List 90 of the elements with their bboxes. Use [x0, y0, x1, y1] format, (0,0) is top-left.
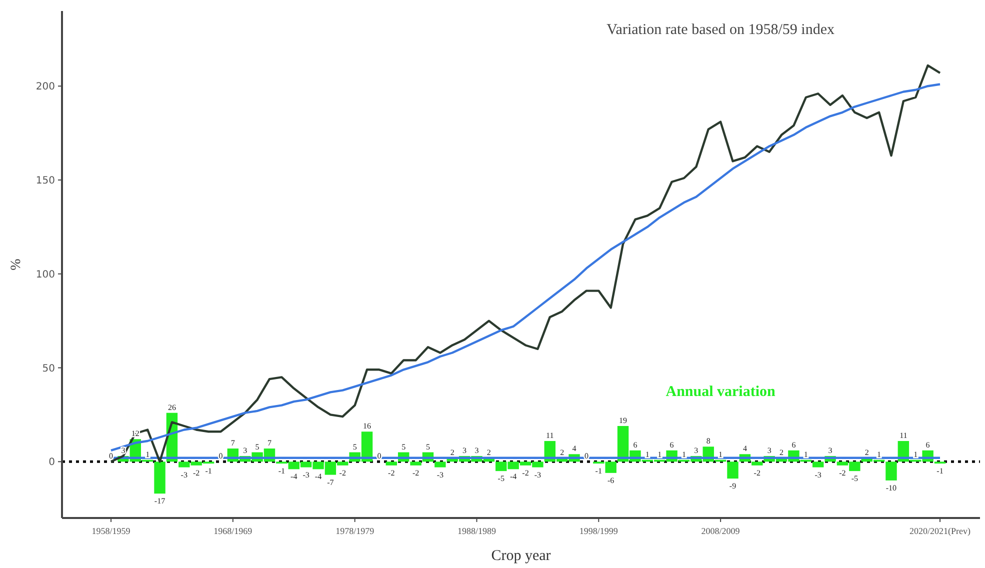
- data-label: 7: [267, 438, 272, 448]
- data-label: -5: [498, 474, 504, 484]
- x-tick-label: 1968/1969: [214, 526, 253, 536]
- data-label: 3: [121, 446, 126, 456]
- data-label: 11: [546, 431, 554, 440]
- bar: [812, 462, 824, 468]
- data-label: -6: [608, 476, 614, 485]
- data-label: 1: [658, 450, 662, 459]
- data-label: -2: [339, 468, 346, 478]
- y-tick-label: 50: [42, 363, 55, 374]
- data-label: -3: [302, 470, 310, 480]
- data-label: -1: [595, 466, 602, 476]
- data-label: 5: [255, 442, 260, 452]
- data-label: -4: [510, 472, 517, 482]
- data-label: -1: [278, 466, 286, 476]
- data-label: 7: [230, 438, 235, 448]
- x-axis-title: Crop year: [491, 548, 551, 564]
- data-label: 1: [718, 450, 723, 459]
- x-tick-label: 2008/2009: [701, 526, 740, 536]
- data-label: 2: [486, 448, 491, 457]
- data-label: 5: [426, 442, 430, 452]
- data-label: 0: [109, 452, 113, 461]
- data-label: 2: [560, 448, 564, 457]
- data-label: 3: [694, 446, 698, 456]
- data-label: 6: [633, 440, 638, 450]
- data-label: -7: [327, 478, 334, 487]
- data-label: -3: [180, 470, 188, 480]
- data-label: 11: [900, 431, 908, 440]
- data-label: 3: [243, 446, 248, 456]
- data-label: 6: [792, 440, 796, 450]
- data-label: 4: [572, 444, 576, 454]
- data-label: 3: [828, 446, 832, 456]
- data-label: 2: [864, 448, 869, 457]
- data-label: 1: [645, 450, 650, 459]
- data-label: -5: [851, 474, 858, 484]
- y-axis-title: %: [9, 258, 24, 270]
- bar: [434, 462, 446, 468]
- data-label: 19: [619, 416, 628, 425]
- data-label: 1: [682, 450, 686, 459]
- x-tick-label: 1978/1979: [336, 526, 375, 536]
- x-tick-label: 1988/1989: [457, 526, 496, 536]
- data-label: 26: [168, 402, 176, 412]
- x-tick-label: 2020/2021(Prev): [910, 526, 970, 536]
- data-label: 2: [450, 448, 454, 457]
- bar: [410, 462, 422, 466]
- data-label: 6: [670, 440, 674, 450]
- data-label: -17: [154, 496, 166, 506]
- data-label: -3: [814, 470, 822, 480]
- y-tick-label: 0: [48, 457, 55, 468]
- data-label: 3: [462, 446, 467, 456]
- data-label: 2: [780, 448, 784, 457]
- data-label: 1: [877, 450, 882, 459]
- y-tick-label: 150: [36, 176, 55, 186]
- bar: [727, 462, 738, 479]
- bar: [154, 462, 166, 494]
- data-label: 16: [363, 422, 372, 431]
- data-label: 5: [352, 442, 357, 452]
- x-tick-label: 1998/1999: [579, 526, 618, 536]
- data-label: -3: [534, 470, 542, 480]
- data-label: -2: [754, 468, 760, 478]
- data-label: 1: [914, 450, 918, 459]
- data-label: -2: [388, 468, 395, 478]
- data-label: 1: [804, 450, 808, 459]
- data-label: 4: [742, 444, 747, 454]
- data-label: -4: [290, 472, 298, 482]
- data-label: -1: [936, 466, 944, 476]
- bar: [752, 462, 763, 466]
- bar: [386, 462, 398, 466]
- y-tick-label: 100: [36, 269, 55, 280]
- x-tick-label: 1958/1959: [92, 526, 131, 536]
- data-label: 5: [402, 442, 406, 452]
- text: Annual variation: [666, 384, 776, 400]
- data-label: -1: [205, 466, 212, 476]
- data-label: -3: [436, 470, 444, 480]
- data-label: -2: [839, 468, 846, 478]
- data-label: 1: [146, 450, 150, 459]
- data-label: -2: [522, 468, 529, 478]
- data-label: 8: [706, 436, 710, 446]
- text: Variation rate based on 1958/59 index: [606, 22, 835, 38]
- data-label: 3: [767, 446, 772, 456]
- data-label: 12: [131, 429, 140, 438]
- bar: [886, 462, 897, 480]
- data-label: -2: [193, 468, 200, 478]
- y-tick-label: 200: [36, 82, 55, 93]
- data-label: -4: [314, 472, 322, 482]
- data-label: -2: [412, 468, 420, 478]
- data-label: 6: [926, 440, 930, 450]
- data-label: 3: [474, 446, 479, 456]
- data-label: -9: [729, 482, 736, 491]
- data-label: -10: [886, 483, 897, 492]
